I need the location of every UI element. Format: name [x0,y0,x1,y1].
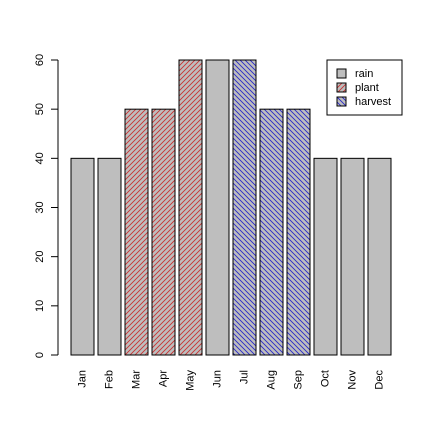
y-tick-label: 30 [34,201,46,213]
bar-jun [205,59,230,356]
legend: rain plant harvest [326,59,403,116]
bar-jan [70,157,95,356]
y-tick-label: 60 [34,54,46,66]
bar-jul [232,59,257,356]
x-tick-label: Apr [157,370,169,387]
x-tick-label: Jul [238,370,250,384]
bar-sep [286,108,311,356]
bars [70,59,392,356]
x-axis-labels: Jan Feb Mar Apr May Jun Jul Aug Sep Oct Nov Dec [76,370,385,391]
y-tick-label: 20 [34,251,46,263]
bar-aug [259,108,284,356]
bar-may [178,59,203,356]
y-tick-label: 50 [34,103,46,115]
x-tick-label: Oct [319,370,331,387]
bar-nov [340,157,365,356]
y-axis: 0 10 20 30 40 50 60 [34,54,59,358]
y-tick-label: 0 [34,352,46,358]
x-tick-label: Dec [373,370,385,390]
x-tick-label: May [184,370,196,391]
legend-label-rain: rain [355,68,373,80]
x-tick-label: Aug [265,370,277,390]
legend-label-plant: plant [355,82,379,94]
x-tick-label: Sep [292,370,304,390]
x-tick-label: Mar [130,370,142,389]
x-tick-label: Nov [346,370,358,390]
legend-label-harvest: harvest [355,96,391,108]
bar-feb [97,157,122,356]
bar-dec [367,157,392,356]
x-tick-label: Jun [211,370,223,388]
y-tick-label: 40 [34,152,46,164]
x-tick-label: Feb [103,370,115,389]
x-tick-label: Jan [76,370,88,388]
y-tick-label: 10 [34,300,46,312]
legend-swatch-plant [336,82,347,93]
bar-mar [124,108,149,356]
bar-apr [151,108,176,356]
legend-swatch-rain [336,68,347,79]
legend-swatch-harvest [336,96,347,107]
bar-oct [313,157,338,356]
